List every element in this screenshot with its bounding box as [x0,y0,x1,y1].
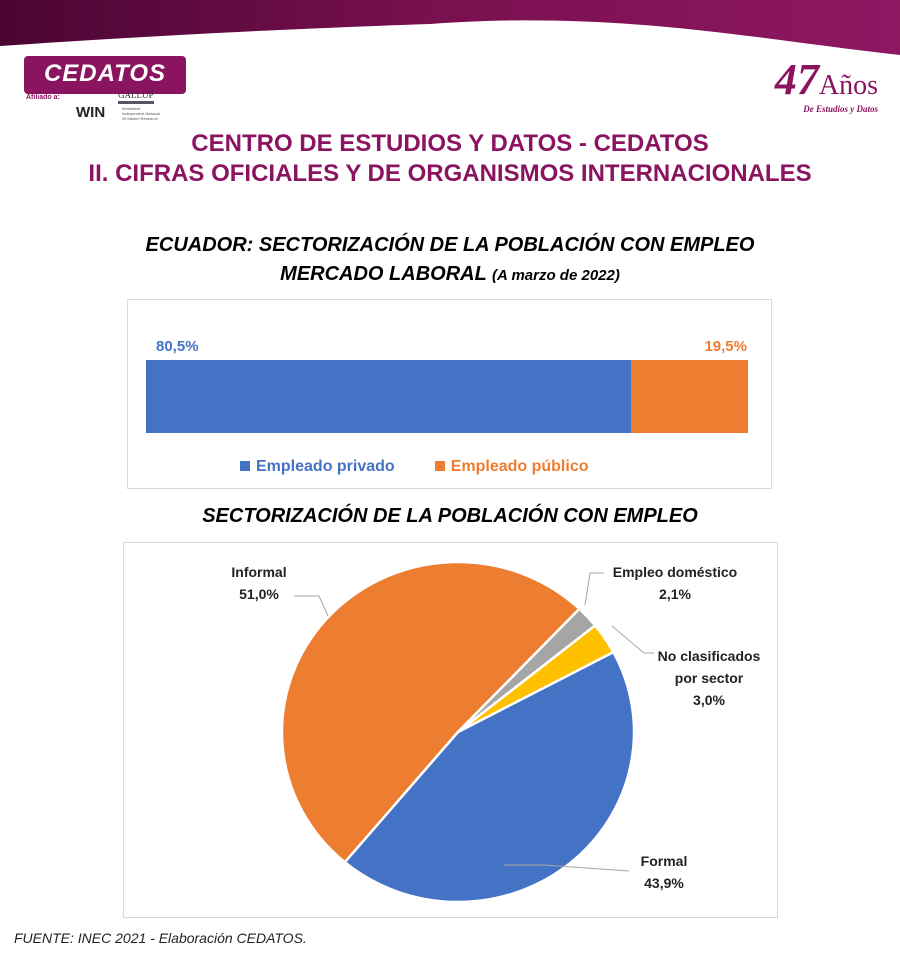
pie-slice-informal [280,560,582,864]
pie-label-formal: Formal 43,9% [619,850,709,894]
pie-label-informal: Informal 51,0% [214,561,304,605]
label-name: No clasificados [657,648,761,664]
legend-text: Empleado público [450,458,589,475]
pie-slice-formal [343,650,636,904]
leader-domestico [584,572,604,606]
pie-label-noclasif: No clasificados por sector 3,0% [649,645,769,711]
bar-legend: Empleado privado Empleado público [240,458,589,476]
subtitle-main: MERCADO LABORAL [280,263,487,285]
label-value: 3,0% [693,692,725,708]
affiliation-label: Afiliado a: [26,94,60,101]
legend-item-privado: Empleado privado [240,458,395,476]
bar-chart-title: ECUADOR: SECTORIZACIÓN DE LA POBLACIÓN C… [145,234,755,256]
leader-formal [504,864,630,872]
cedatos-logo: CEDATOS [24,56,186,94]
pie-slice-empleo-dom-stico [457,607,597,733]
label-value: 43,9% [644,875,684,891]
label-name: Empleo doméstico [612,564,738,580]
pie-label-domestico: Empleo doméstico 2,1% [600,561,750,605]
bar-chart: 80,5% 19,5% Empleado privado Empleado pú… [127,299,772,489]
legend-swatch [240,461,250,471]
years-number: 47 [774,55,819,104]
label-value: 2,1% [659,586,691,602]
page-subtitle: II. CIFRAS OFICIALES Y DE ORGANISMOS INT… [88,160,812,187]
leader-noclasif [611,625,654,654]
anniversary-logo: 47Años [775,58,878,102]
bar-label-publico: 19,5% [704,338,747,355]
legend-text: Empleado privado [256,458,395,475]
leader-informal [294,595,329,617]
bar-label-privado: 80,5% [156,338,199,355]
label-name: Formal [640,853,688,869]
win-subtitle: Worldwide Independent Network Of Market … [122,106,161,121]
subtitle-note: (A marzo de 2022) [492,267,620,284]
legend-swatch [434,461,445,471]
bar-chart-subtitle: MERCADO LABORAL (A marzo de 2022) [0,263,900,286]
bar-segment-publico [630,360,748,433]
header-wave [0,0,900,55]
label-name: Informal [231,564,287,580]
years-word: Años [818,70,878,101]
pie-svg [280,560,654,904]
pie-chart-title: SECTORIZACIÓN DE LA POBLACIÓN CON EMPLEO [202,505,698,527]
win-logo: WIN [76,104,106,121]
bar-segment-privado [146,360,631,433]
gallup-logo: GALLUP [118,90,154,104]
label-value: 51,0% [239,586,279,602]
label-name-2: por sector [674,670,744,686]
legend-item-publico: Empleado público [434,458,589,476]
source-note: FUENTE: INEC 2021 - Elaboración CEDATOS. [14,930,307,946]
anniversary-subtitle: De Estudios y Datos [803,104,878,114]
page-title: CENTRO DE ESTUDIOS Y DATOS - CEDATOS [191,130,709,157]
pie-chart: Informal 51,0% Empleo doméstico 2,1% No cl… [123,542,778,918]
